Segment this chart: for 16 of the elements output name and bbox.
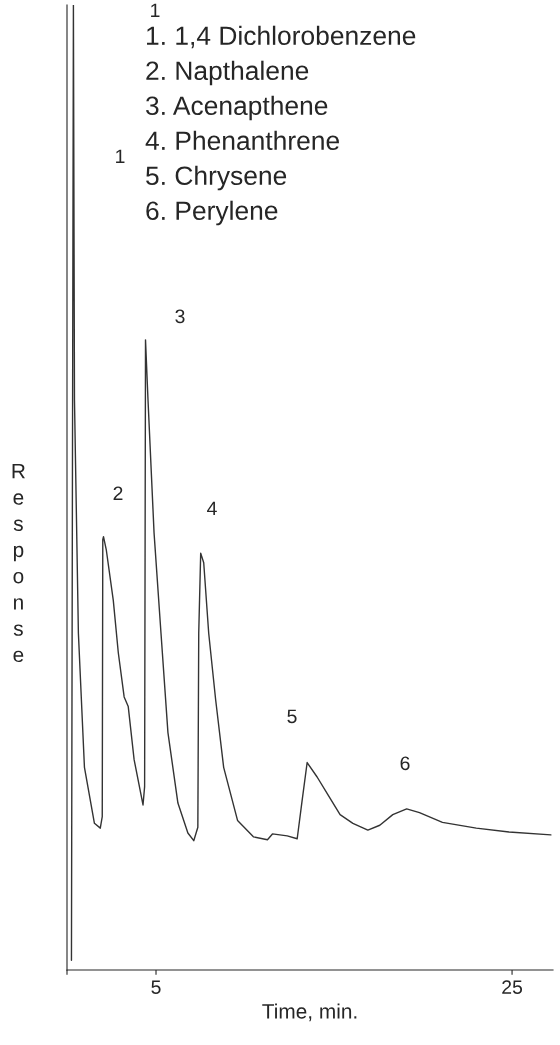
annotation: 4. Phenanthrene — [145, 130, 339, 151]
annotation: 6 — [400, 756, 410, 771]
annotation: 2 — [113, 486, 123, 501]
annotation: 1 — [116, 149, 125, 164]
annotation: 1 — [151, 3, 160, 18]
y-axis-title: Response — [12, 464, 25, 663]
annotation: 4 — [207, 501, 217, 516]
annotation: 5 — [287, 709, 297, 724]
annotation: 1. 1,4 Dichlorobenzene — [147, 25, 416, 49]
annotation: 3 — [175, 309, 185, 324]
annotation: 5. Chrysene — [146, 165, 287, 191]
x-axis-title: Time, min. — [262, 1003, 357, 1022]
x-tick-label: 25 — [502, 980, 523, 994]
annotation: 6. Perylene — [146, 200, 278, 226]
annotation: 3. Acenapthene — [146, 95, 328, 121]
annotation: 2. Napthalene — [146, 60, 309, 86]
